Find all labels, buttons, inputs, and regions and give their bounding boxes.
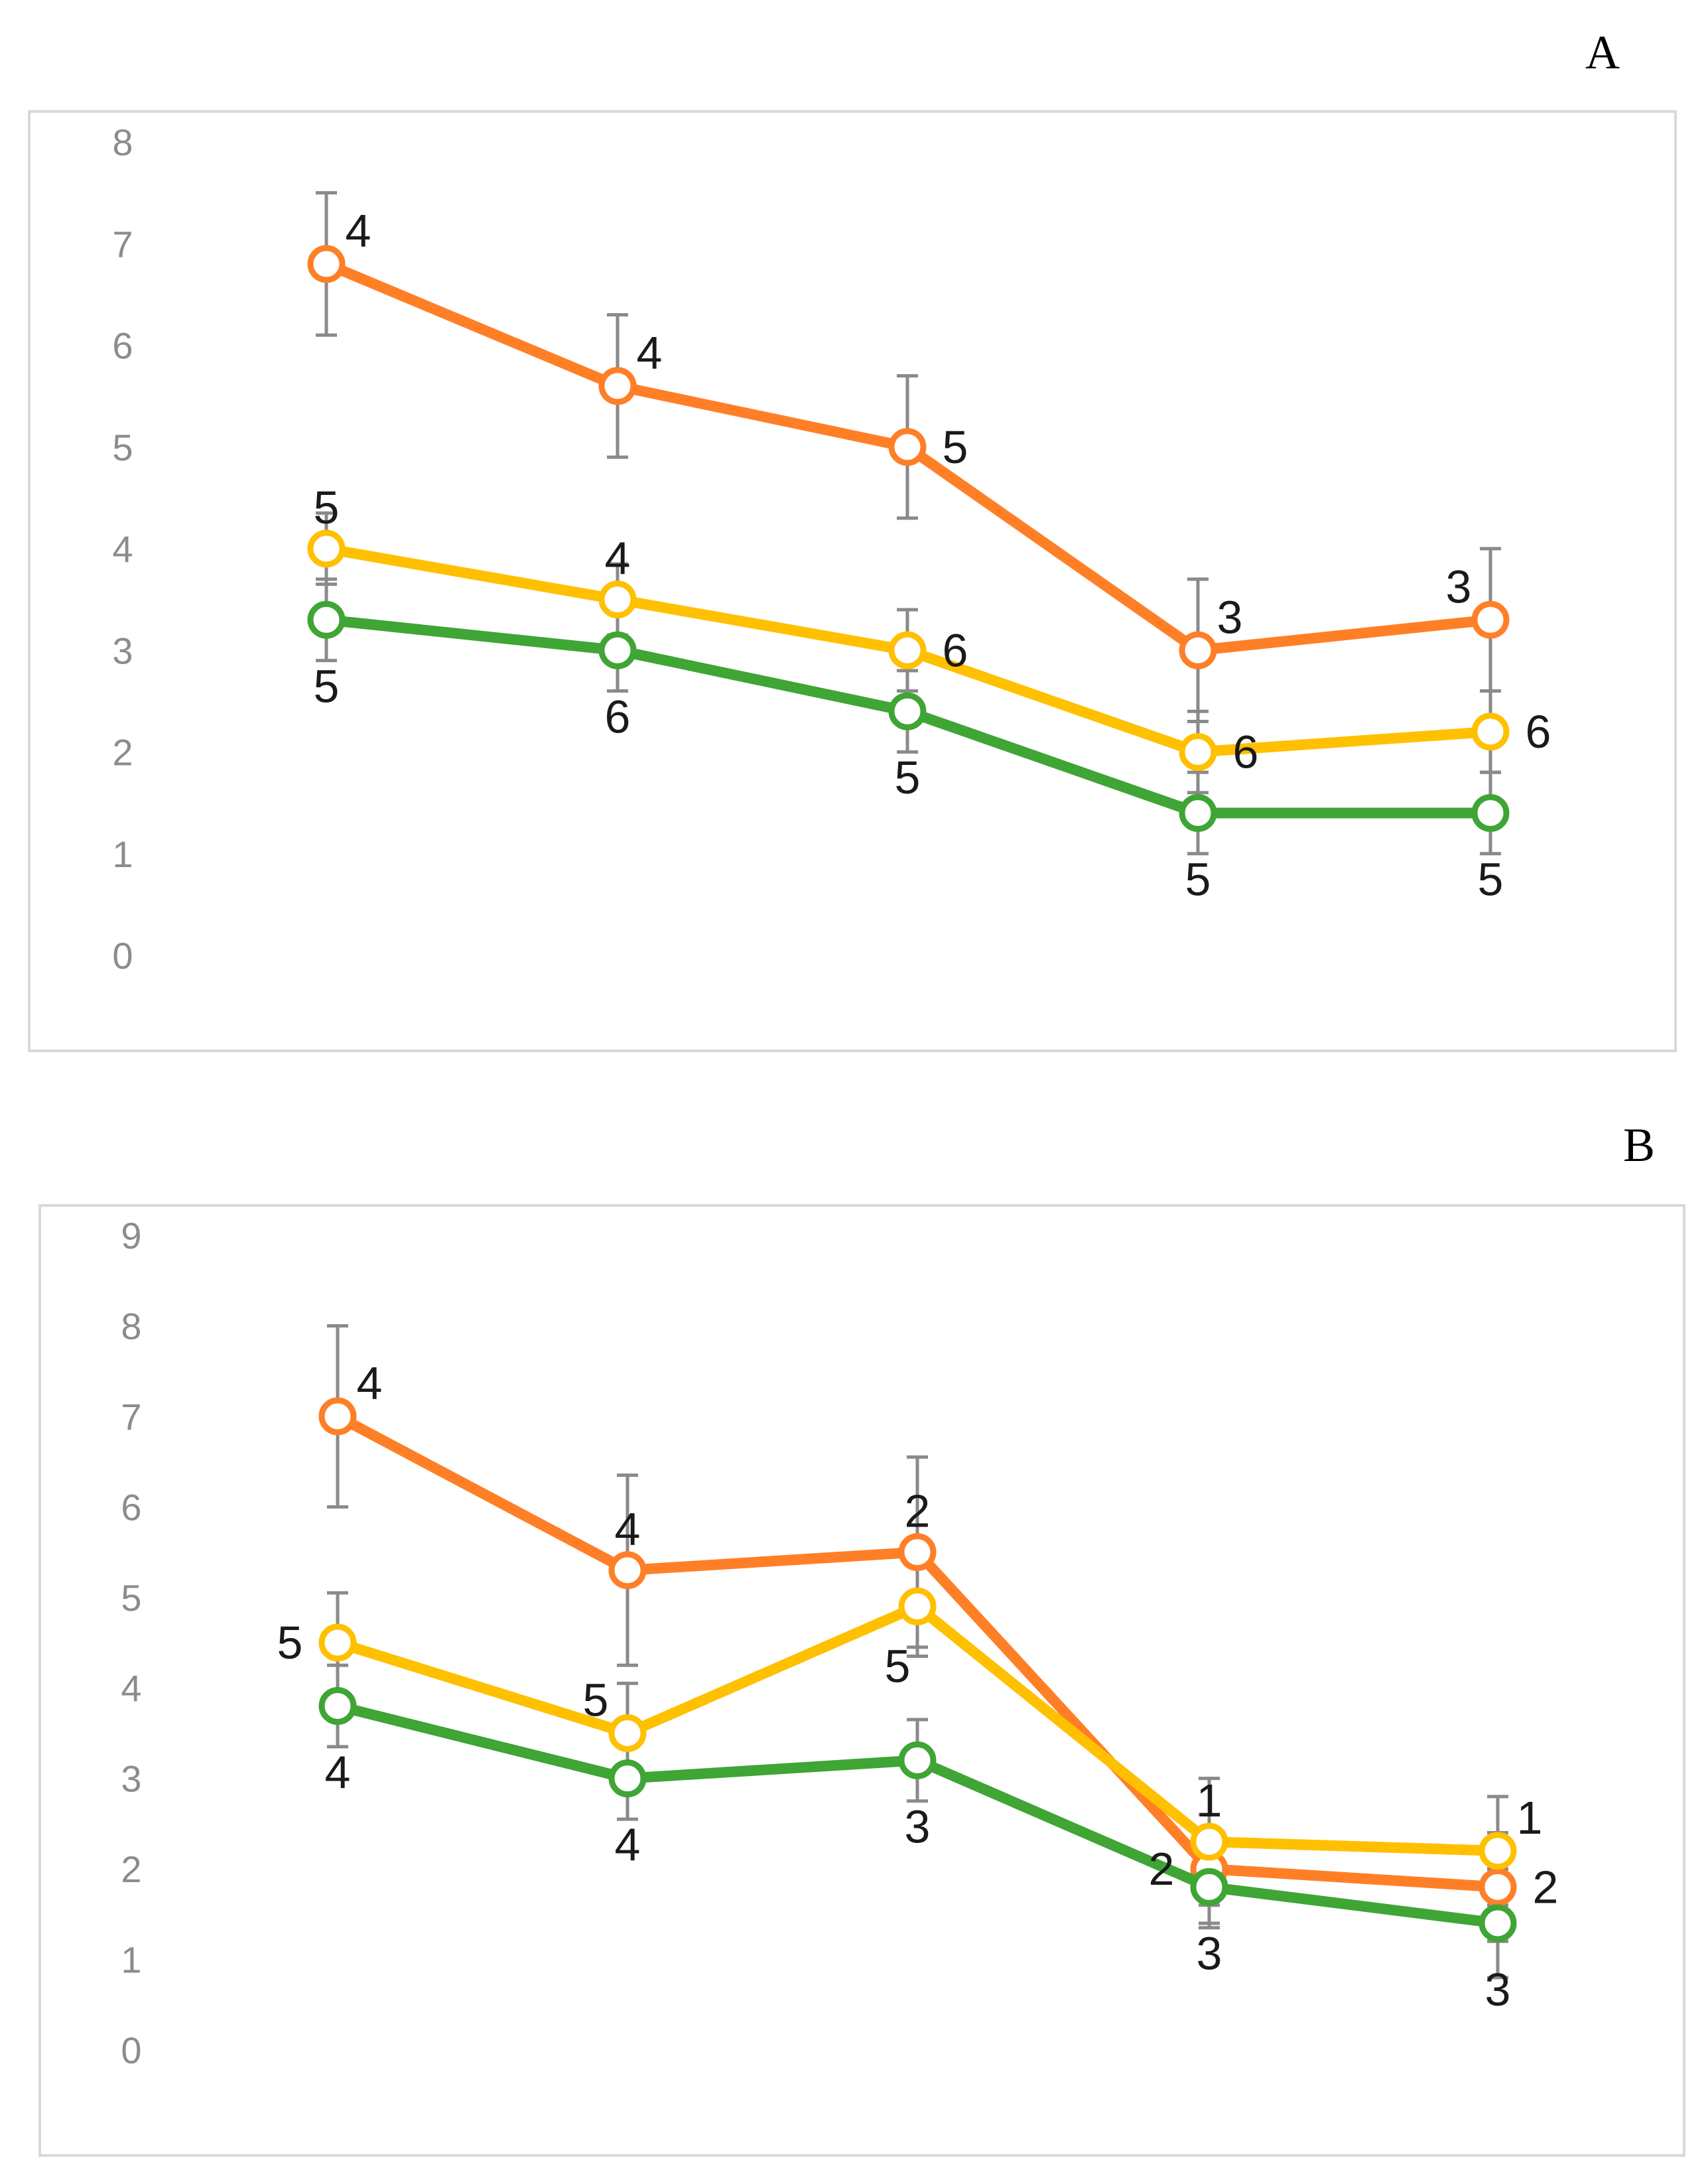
data-point-green: [1478, 1904, 1517, 1942]
chart-b-ytick: 2: [121, 1848, 141, 1890]
point-label-green: 6: [605, 691, 631, 742]
point-label-yellow: 6: [943, 624, 968, 676]
point-label-orange: 2: [905, 1485, 931, 1537]
point-label-green: 3: [1485, 1964, 1511, 2015]
chart-b-ytick: 9: [121, 1215, 141, 1257]
chart-a-ytick: 1: [112, 833, 133, 875]
point-label-green: 5: [314, 660, 340, 712]
chart-a-ytick: 4: [112, 528, 133, 570]
chart-b-ytick: 6: [121, 1486, 141, 1528]
point-label-orange: 3: [1217, 591, 1243, 643]
point-label-orange: 4: [357, 1357, 383, 1409]
point-label-yellow: 5: [583, 1674, 609, 1726]
data-point-orange: [608, 1551, 647, 1590]
data-point-green: [1471, 793, 1510, 832]
point-label-orange: 5: [943, 421, 968, 473]
data-point-yellow: [1471, 713, 1510, 751]
point-label-orange: 2: [1149, 1843, 1175, 1895]
point-label-orange: 4: [637, 327, 663, 379]
point-label-green: 5: [1185, 853, 1211, 905]
point-label-green: 3: [1197, 1927, 1222, 1979]
point-label-green: 3: [905, 1801, 931, 1852]
data-point-green: [1190, 1868, 1228, 1906]
chart-b-frame: [38, 1204, 1685, 2157]
chart-b-ytick: 7: [121, 1396, 141, 1438]
data-point-green: [598, 631, 637, 669]
point-label-green: 4: [615, 1819, 641, 1871]
data-point-green: [888, 692, 927, 730]
point-label-yellow: 1: [1517, 1792, 1543, 1844]
data-point-yellow: [888, 631, 927, 669]
chart-b-ytick: 3: [121, 1758, 141, 1800]
data-point-yellow: [898, 1587, 937, 1625]
panel-label-b: B: [1623, 1119, 1656, 1172]
data-point-yellow: [318, 1623, 357, 1662]
point-label-yellow: 6: [1526, 706, 1551, 758]
point-label-yellow: 6: [1233, 726, 1259, 778]
chart-a-ytick: 2: [112, 732, 133, 774]
point-label-orange: 4: [346, 205, 371, 257]
data-point-yellow: [598, 580, 637, 619]
data-point-orange: [318, 1397, 357, 1436]
data-point-orange: [1471, 600, 1510, 639]
panel-label-a: A: [1585, 26, 1620, 79]
point-label-orange: 3: [1446, 561, 1472, 612]
chart-b-ytick: 4: [121, 1667, 141, 1709]
data-point-orange: [888, 428, 927, 466]
point-label-green: 4: [325, 1747, 351, 1799]
chart-a-ytick: 8: [112, 121, 133, 163]
data-point-green: [608, 1759, 647, 1798]
point-label-yellow: 4: [605, 533, 631, 584]
chart-b-ytick: 5: [121, 1577, 141, 1619]
point-label-green: 5: [1478, 853, 1504, 905]
chart-b-ytick: 0: [121, 2029, 141, 2071]
data-point-orange: [598, 367, 637, 405]
chart-b-ytick: 1: [121, 1939, 141, 1981]
data-point-yellow: [307, 529, 346, 568]
data-point-yellow: [1190, 1822, 1228, 1861]
data-point-green: [898, 1741, 937, 1779]
data-point-orange: [1478, 1868, 1517, 1906]
chart-a-ytick: 6: [112, 325, 133, 367]
point-label-yellow: 5: [277, 1617, 303, 1669]
point-label-orange: 2: [1533, 1861, 1559, 1913]
data-point-orange: [307, 245, 346, 283]
point-label-yellow: 1: [1197, 1775, 1222, 1826]
chart-a-ytick: 7: [112, 223, 133, 265]
chart-a-ytick: 3: [112, 630, 133, 671]
point-label-green: 5: [895, 752, 921, 803]
chart-b-ytick: 8: [121, 1305, 141, 1347]
point-label-yellow: 5: [314, 482, 340, 533]
data-point-orange: [1179, 631, 1217, 669]
data-point-yellow: [608, 1714, 647, 1752]
data-point-green: [1179, 793, 1217, 832]
chart-a-ytick: 0: [112, 935, 133, 977]
chart-a: 0 1 2 3 4 5 6 7 8 4 4 5 3 3 5 4 6 6 6 5 6 5 5 5: [112, 121, 1551, 977]
data-point-yellow: [1179, 733, 1217, 771]
chart-a-frame: [28, 110, 1677, 1052]
data-point-orange: [898, 1533, 937, 1572]
data-point-green: [318, 1687, 357, 1726]
data-point-green: [307, 600, 346, 639]
chart-a-ytick: 5: [112, 427, 133, 468]
data-point-yellow: [1478, 1832, 1517, 1870]
point-label-yellow: 5: [885, 1640, 911, 1692]
point-label-orange: 4: [615, 1503, 641, 1555]
